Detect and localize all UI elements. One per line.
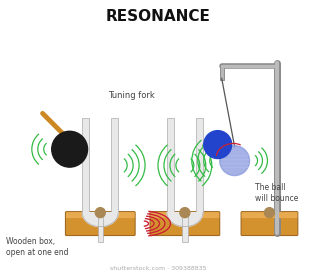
- Circle shape: [52, 131, 87, 167]
- Polygon shape: [82, 213, 118, 227]
- FancyBboxPatch shape: [66, 212, 135, 218]
- Bar: [182, 213, 188, 242]
- Bar: [111, 118, 118, 213]
- Circle shape: [220, 146, 249, 176]
- Text: shutterstock.com · 309388835: shutterstock.com · 309388835: [110, 266, 206, 271]
- Circle shape: [95, 208, 105, 218]
- Bar: [196, 118, 203, 213]
- Bar: [82, 118, 89, 213]
- Circle shape: [180, 208, 190, 218]
- Circle shape: [264, 208, 275, 218]
- FancyBboxPatch shape: [151, 212, 219, 218]
- Circle shape: [204, 131, 232, 158]
- FancyBboxPatch shape: [150, 212, 220, 235]
- FancyBboxPatch shape: [66, 212, 135, 235]
- Text: Wooden box,
open at one end: Wooden box, open at one end: [6, 237, 68, 257]
- Text: Tuning fork: Tuning fork: [108, 91, 155, 100]
- Text: RESONANCE: RESONANCE: [106, 9, 210, 24]
- Bar: [98, 213, 103, 242]
- FancyBboxPatch shape: [241, 212, 298, 235]
- FancyBboxPatch shape: [242, 212, 297, 218]
- Text: The ball
will bounce: The ball will bounce: [255, 183, 298, 203]
- Polygon shape: [167, 213, 203, 227]
- Bar: [167, 118, 174, 213]
